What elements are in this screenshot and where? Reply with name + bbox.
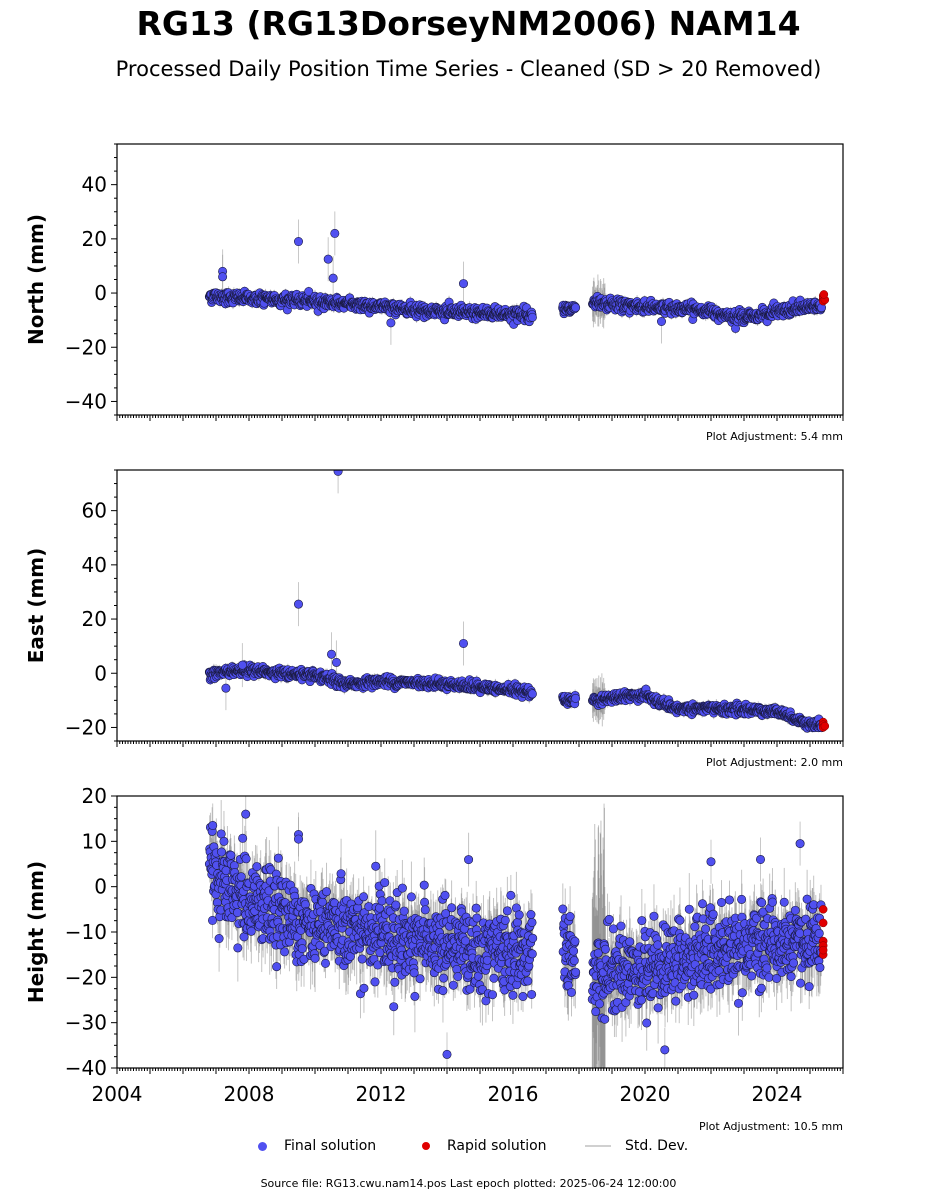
y-tick-label: 20	[82, 227, 107, 251]
plot-area	[204, 211, 830, 345]
final-point	[293, 237, 303, 247]
y-tick-label: −40	[65, 389, 107, 413]
chart-subtitle: Processed Daily Position Time Series - C…	[115, 57, 822, 81]
final-point	[656, 317, 666, 327]
final-point	[330, 228, 340, 238]
final-point	[386, 318, 396, 328]
rapid-point	[819, 290, 829, 299]
final-point	[458, 279, 468, 289]
final-point	[571, 693, 581, 703]
final-point	[527, 312, 537, 322]
rapid-solution-points	[818, 290, 830, 306]
chart-title: RG13 (RG13DorseyNM2006) NAM14	[136, 4, 801, 43]
final-point	[304, 287, 314, 297]
final-point	[571, 303, 581, 313]
final-point	[328, 273, 338, 283]
final-solution-points	[204, 470, 827, 733]
panel-1: −40 −20 0 20 40 North (mm) Plot Adjustment: 5.…	[24, 143, 844, 443]
y-tick-label: −20	[65, 335, 107, 359]
final-point	[527, 689, 537, 699]
y-tick-label: 0	[94, 281, 107, 305]
final-point	[218, 272, 228, 282]
y-tick-label: 40	[82, 173, 107, 197]
final-point	[323, 254, 333, 264]
y-axis: −40 −20 0 20 40 North (mm)	[24, 143, 117, 416]
x-axis	[116, 415, 844, 421]
final-solution-points	[204, 228, 827, 333]
y-axis-label: North (mm)	[24, 214, 48, 345]
plot-area	[204, 470, 830, 733]
plot-adjustment-label: Plot Adjustment: 5.4 mm	[706, 430, 843, 443]
